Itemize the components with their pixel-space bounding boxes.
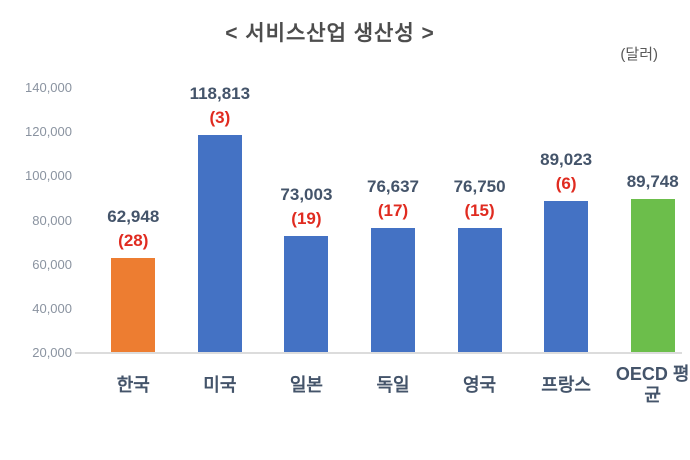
rank-label-일본: (19): [291, 208, 322, 228]
rank-label-미국: (3): [209, 107, 231, 127]
y-axis-tick-label: 60,000: [32, 256, 72, 272]
rank-label-영국: (15): [464, 200, 495, 220]
bar-일본: [284, 235, 329, 352]
y-axis-tick-label: 20,000: [32, 345, 72, 360]
bar-한국: [111, 258, 156, 352]
category-label-OECD 평균: OECD 평균: [615, 364, 690, 405]
bar-프랑스: [544, 200, 589, 352]
chart-title: < 서비스산업 생산성 >: [225, 22, 435, 45]
rank-label-독일: (17): [377, 200, 409, 220]
value-label-한국: 62,948: [107, 207, 160, 227]
category-label-프랑스: 프랑스: [541, 374, 591, 395]
value-label-독일: 76,637: [367, 176, 419, 196]
bar-독일: [371, 227, 415, 352]
y-axis-tick-label: 120,000: [25, 124, 72, 140]
x-axis-baseline: [75, 352, 682, 354]
bar-영국: [457, 227, 502, 352]
y-axis-tick-label: 40,000: [32, 300, 72, 316]
y-axis-tick-label: 80,000: [32, 212, 72, 228]
category-label-독일: 독일: [376, 374, 410, 395]
value-label-프랑스: 89,023: [540, 149, 593, 169]
value-label-OECD 평균: 89,748: [626, 171, 679, 191]
value-label-영국: 76,750: [453, 176, 506, 196]
rank-label-한국: (28): [118, 231, 149, 251]
category-label-한국: 한국: [116, 374, 150, 395]
unit-label: (달러): [620, 46, 658, 63]
y-axis-tick-label: 140,000: [25, 80, 72, 95]
category-label-영국: 영국: [463, 374, 497, 395]
value-label-미국: 118,813: [189, 83, 251, 103]
rank-label-프랑스: (6): [555, 173, 577, 193]
y-axis-tick-label: 100,000: [25, 168, 72, 184]
value-label-일본: 73,003: [280, 184, 333, 204]
bar-미국: [197, 134, 242, 352]
category-label-미국: 미국: [203, 374, 237, 395]
category-label-일본: 일본: [289, 374, 323, 395]
bar-OECD 평균: [630, 198, 675, 352]
